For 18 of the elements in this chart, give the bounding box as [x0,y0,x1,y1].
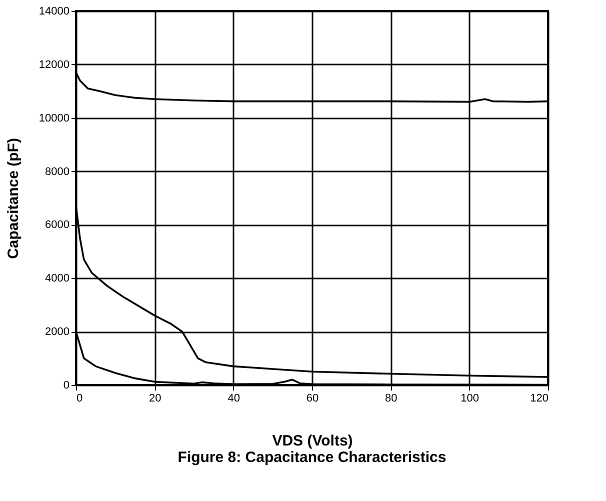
y-tick-label: 10000 [38,112,70,124]
x-tick-label: 20 [149,392,162,404]
x-tick-label: 80 [385,392,398,404]
y-tick-label: 14000 [38,6,70,18]
x-tick-label: 40 [228,392,240,404]
y-tick-label: 4000 [45,272,70,285]
x-axis-title: VDS (Volts) [272,432,353,450]
x-tick-label: 60 [306,392,319,404]
y-tick-label: 6000 [45,219,70,232]
caption: Figure 8: Capacitance Characteristics [178,449,446,466]
y-tick-label: 0 [63,380,70,392]
y-axis-title: Capacitance (pF) [4,138,22,259]
y-tick-label: 8000 [45,166,70,178]
x-tick-label: 120 [530,392,548,404]
x-tick-label: 100 [460,392,480,404]
x-tick-label: 0 [76,392,83,404]
y-tick-label: 2000 [45,326,70,338]
y-tick-label: 12000 [38,58,70,71]
